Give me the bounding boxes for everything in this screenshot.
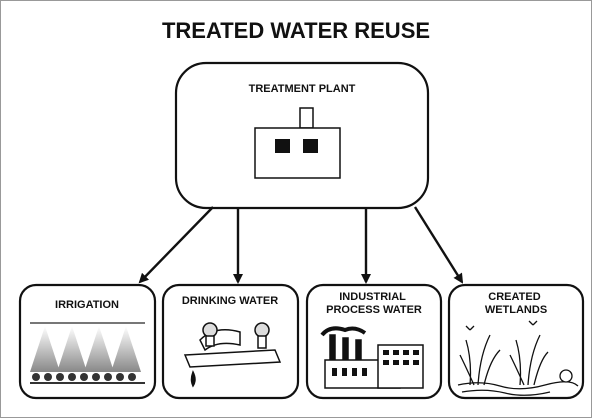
use-label-line: WETLANDS (485, 304, 547, 316)
diagram: TREATED WATER REUSE TREATMENT PLANT IRRI… (0, 0, 592, 418)
use-label: CREATED WETLANDS (485, 291, 547, 316)
use-label: INDUSTRIAL PROCESS WATER (326, 291, 422, 316)
title: TREATED WATER REUSE (162, 18, 430, 43)
source-label: TREATMENT PLANT (249, 83, 356, 95)
use-label: DRINKING WATER (182, 295, 278, 307)
use-label-line: PROCESS WATER (326, 304, 422, 316)
use-label-line: CREATED (488, 291, 540, 303)
use-label: IRRIGATION (55, 299, 119, 311)
use-label-line: INDUSTRIAL (339, 291, 406, 303)
